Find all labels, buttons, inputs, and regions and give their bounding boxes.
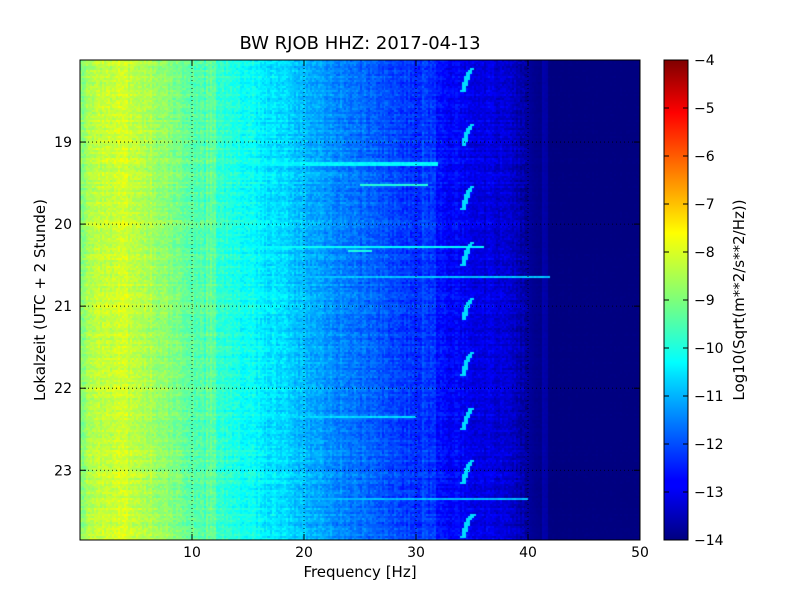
colorbar-tick-label: −4	[694, 53, 715, 69]
colorbar-tick-label: −8	[694, 245, 715, 261]
x-axis-ticks: 10 20 30 40 50	[183, 60, 649, 561]
chart-title: BW RJOB HHZ: 2017-04-13	[239, 33, 480, 54]
x-axis-label: Frequency [Hz]	[303, 563, 416, 581]
y-tick-label: 21	[54, 299, 72, 315]
x-tick-label: 30	[407, 545, 425, 561]
colorbar-tick-label: −10	[694, 341, 724, 357]
spectrogram-heatmap	[80, 60, 640, 540]
colorbar-tick-label: −14	[694, 533, 724, 549]
colorbar-tick-label: −13	[694, 485, 724, 501]
x-tick-label: 40	[519, 545, 537, 561]
colorbar-label: Log10(Sqrt(m**2/s**2/Hz))	[730, 199, 748, 400]
y-axis-ticks: 19 20 21 22 23	[54, 135, 640, 479]
colorbar-tick-label: −6	[694, 149, 715, 165]
y-tick-label: 20	[54, 217, 72, 233]
colorbar-tick-label: −5	[694, 101, 715, 117]
colorbar-tick-label: −11	[694, 389, 724, 405]
colorbar-ticks: −14 −13 −12 −11 −10 −9 −8 −7 −6 −5 −4	[664, 53, 724, 549]
colorbar-tick-label: −12	[694, 437, 724, 453]
y-tick-label: 19	[54, 135, 72, 151]
y-tick-label: 23	[54, 463, 72, 479]
x-tick-label: 50	[631, 545, 649, 561]
y-axis-label: Lokalzeit (UTC + 2 Stunde)	[31, 199, 49, 401]
grid-lines	[80, 60, 640, 540]
spectrogram-plot-area	[79, 59, 641, 541]
colorbar: −14 −13 −12 −11 −10 −9 −8 −7 −6 −5 −4 Log10(Sqrt(m…	[663, 53, 748, 549]
plot-frame	[79, 59, 641, 541]
y-tick-label: 22	[54, 381, 72, 397]
colorbar-tick-label: −7	[694, 197, 715, 213]
x-tick-label: 10	[183, 545, 201, 561]
spectrogram-image-frame	[80, 60, 640, 540]
x-tick-label: 20	[295, 545, 313, 561]
colorbar-tick-label: −9	[694, 293, 715, 309]
